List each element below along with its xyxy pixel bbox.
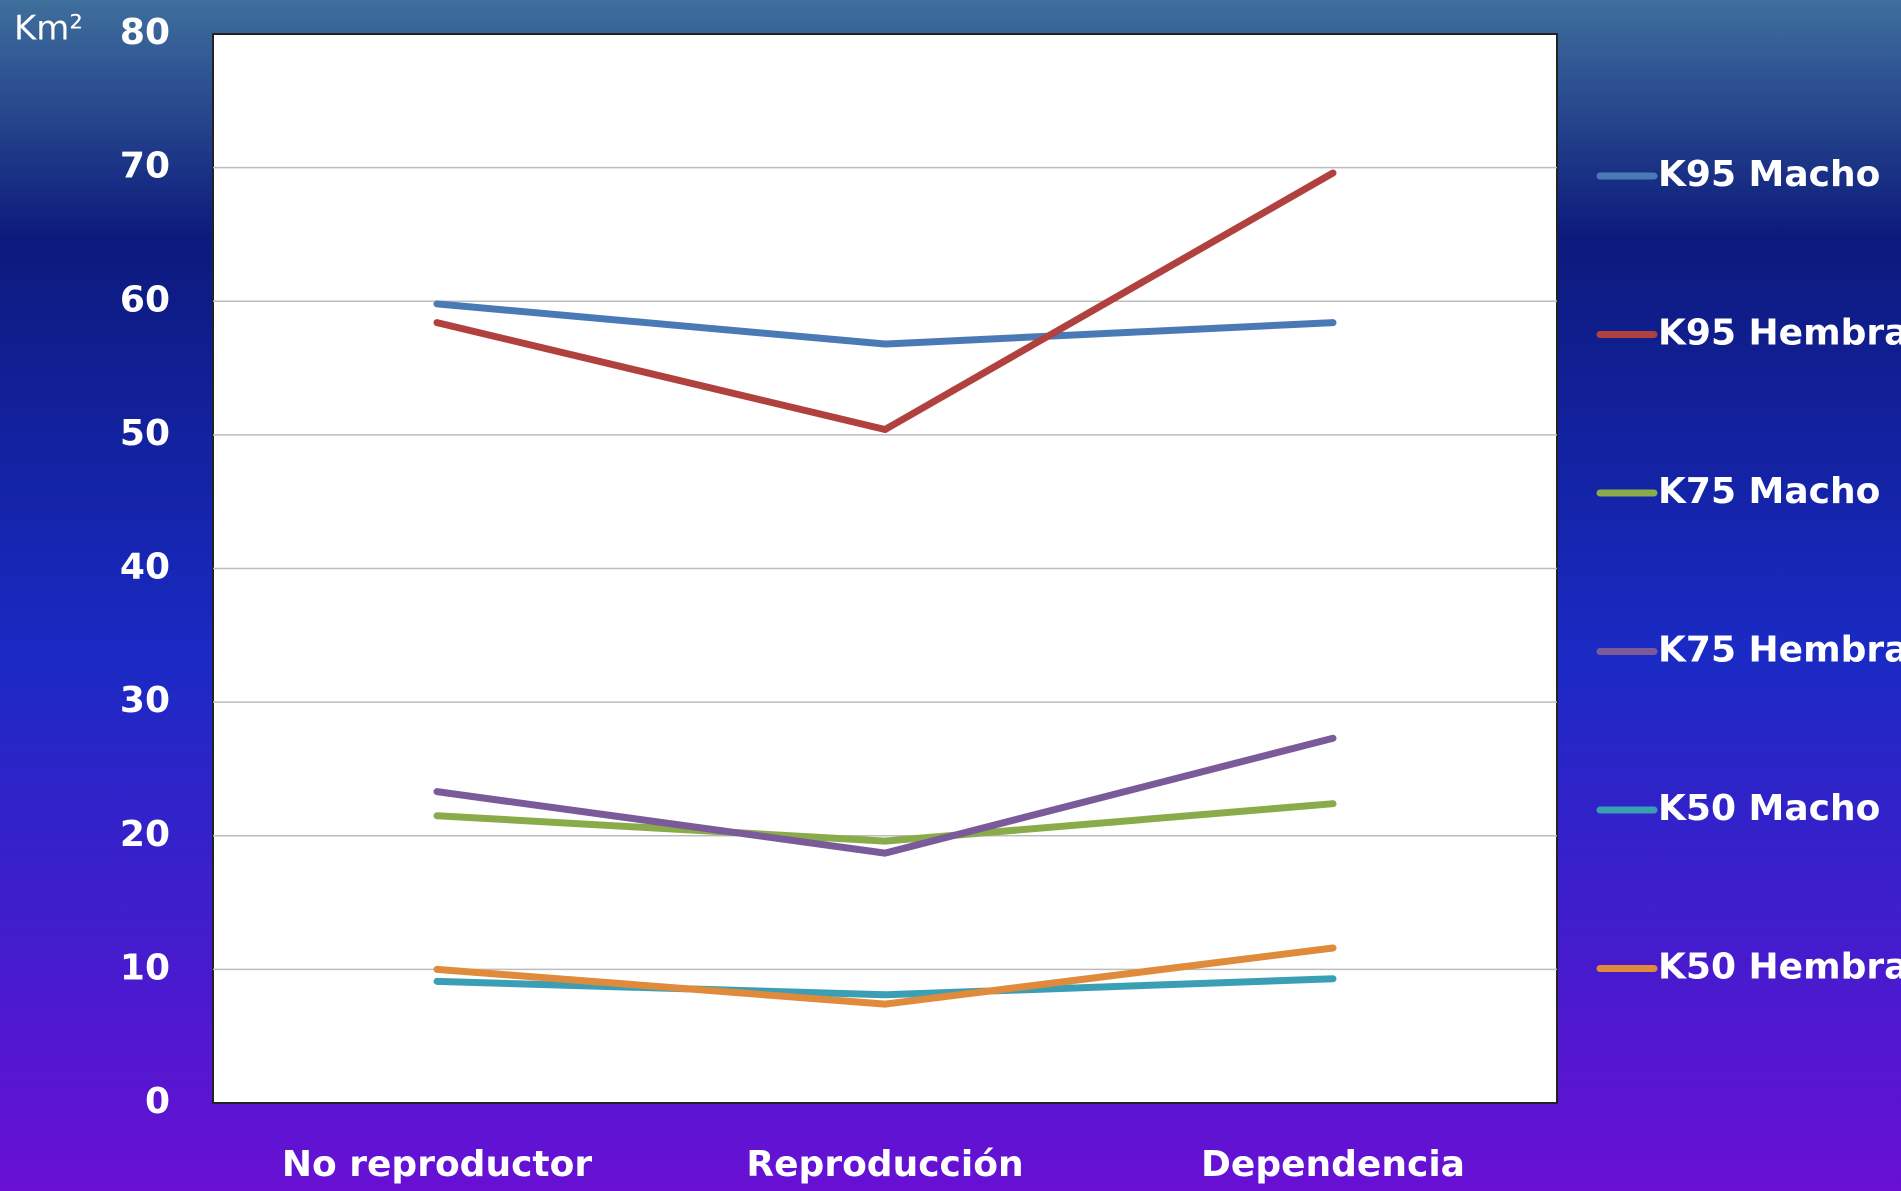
x-tick-label: Reproducción bbox=[746, 1144, 1023, 1185]
y-tick-label: 60 bbox=[120, 279, 170, 320]
series-line bbox=[433, 169, 1337, 434]
y-tick-label: 0 bbox=[145, 1081, 170, 1122]
legend-label: K75 Macho bbox=[1658, 471, 1880, 512]
legend-label: K50 Macho bbox=[1658, 788, 1880, 829]
y-tick-label: 40 bbox=[120, 547, 170, 588]
series-line bbox=[433, 300, 1337, 348]
x-tick-label: No reproductor bbox=[282, 1144, 593, 1185]
series-line bbox=[433, 944, 1337, 1008]
legend-label: K75 Hembra bbox=[1658, 630, 1901, 671]
legend-label: K95 Hembra bbox=[1658, 313, 1901, 354]
series-line bbox=[433, 975, 1337, 999]
series-line bbox=[433, 800, 1337, 845]
y-tick-label: 70 bbox=[120, 146, 170, 187]
y-tick-label: 20 bbox=[120, 814, 170, 855]
x-tick-label: Dependencia bbox=[1201, 1144, 1465, 1185]
y-tick-label: 10 bbox=[120, 947, 170, 988]
y-axis-label: Km² bbox=[14, 9, 83, 49]
legend-label: K50 Hembra bbox=[1658, 947, 1901, 988]
series-line bbox=[433, 734, 1337, 857]
y-tick-label: 30 bbox=[120, 680, 170, 721]
legend-label: K95 Macho bbox=[1658, 154, 1880, 195]
y-tick-label: 80 bbox=[120, 12, 170, 53]
y-tick-label: 50 bbox=[120, 413, 170, 454]
